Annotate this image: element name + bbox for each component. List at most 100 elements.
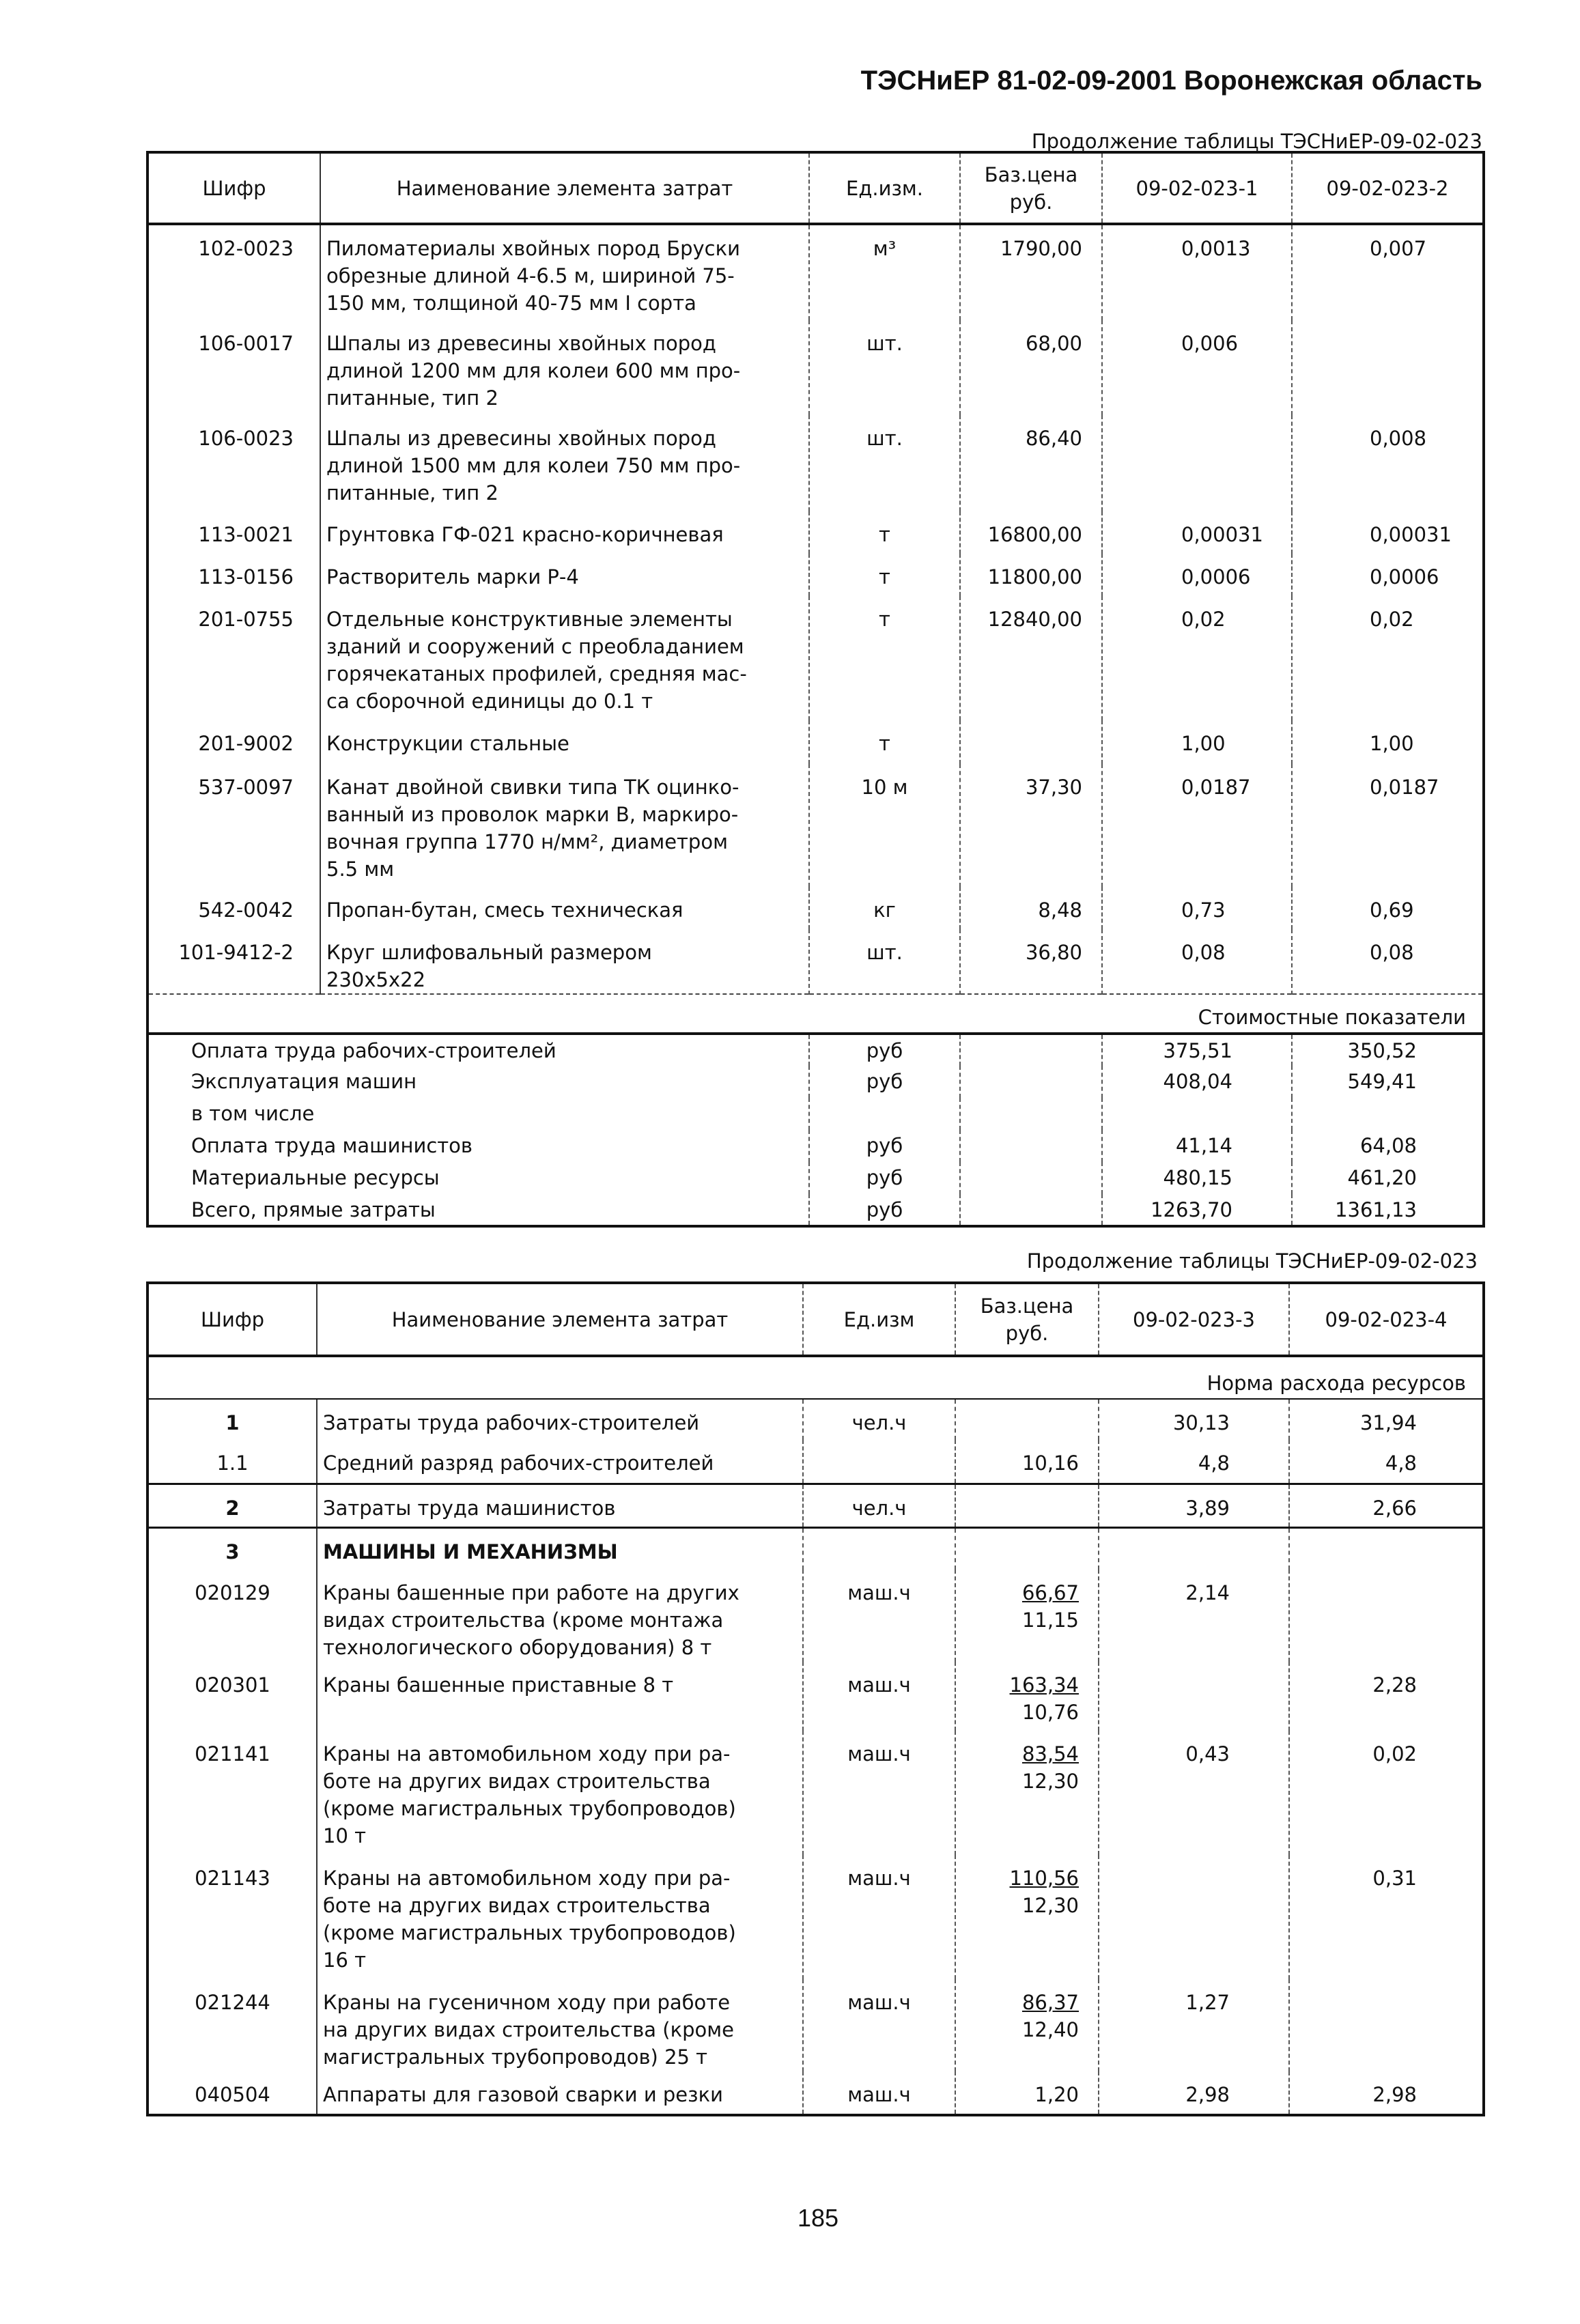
resource-name: Затраты труда машинистов [316,1482,803,1527]
table-row: 040504 Аппараты для газовой сварки и резк… [147,2071,1484,2115]
resource-name: Грунтовка ГФ-021 красно-коричневая [320,511,809,554]
machine-price: 83,54 [1021,1742,1079,1766]
unit: чел.ч [802,1482,955,1527]
section-label: Стоимостные показатели [147,993,1484,1035]
norm-value-2 [1291,320,1484,415]
summary-value-2 [1291,1098,1484,1130]
table-row: 537-0097 Канат двойной свивки типа ТК оци… [147,764,1484,887]
operator-wage: 11,15 [1021,1609,1079,1632]
norm-value-2: 0,02 [1291,596,1484,720]
machine-price: 110,56 [1009,1867,1079,1890]
unit [802,1440,955,1484]
resource-name: Растворитель марки Р-4 [320,554,809,596]
resource-code: 537-0097 [198,776,294,799]
summary-row: Оплата труда рабочих-строителей руб 375,51… [147,1034,1484,1066]
resource-code: 020301 [195,1673,270,1697]
table-row: 021143 Краны на автомобильном ходу при ра… [147,1855,1484,1979]
unit: кг [808,887,960,929]
base-price: 37,30 [959,764,1102,887]
resource-name: Конструкции стальные [320,720,809,764]
resource-code: 542-0042 [198,898,294,922]
unit: чел.ч [802,1399,955,1440]
base-price: 11800,00 [959,554,1102,596]
norm-value-2: 0,008 [1291,415,1484,511]
name-header: Наименование элемента затрат [320,152,809,225]
norm-value-2: 1,00 [1291,720,1484,764]
table-row: 101-9412-2 Круг шлифовальный размером 230… [147,929,1484,994]
resource-code: 113-0156 [198,565,294,589]
unit: маш.ч [802,1855,955,1979]
summary-label: в том числе [191,1102,315,1125]
unit: т [808,554,960,596]
resource-name: Краны на автомобильном ходу при ра- боте… [316,1731,803,1855]
resource-name: Шпалы из древесины хвойных пород длиной … [320,415,809,511]
summary-label: Материальные ресурсы [191,1166,440,1189]
base-price: 83,54 12,30 [955,1731,1099,1855]
unit: м³ [808,224,960,320]
resource-code: 106-0023 [198,427,294,450]
norm-value-1: 1,00 [1101,720,1292,764]
table-row: 020301 Краны башенные приставные 8 т маш.ч… [147,1662,1484,1731]
resource-code: 021143 [195,1867,270,1890]
norm-value-3: 4,8 [1098,1440,1289,1484]
code-header: Шифр [147,152,320,225]
norm-value-3: 1,27 [1098,1979,1289,2071]
summary-value-1: 408,04 [1101,1066,1292,1098]
table-row: 106-0017 Шпалы из древесины хвойных пород… [147,320,1484,415]
resource-code: 113-0021 [198,523,294,546]
operator-wage: 12,30 [1021,1894,1079,1917]
base-price [959,720,1102,764]
base-price: 16800,00 [959,511,1102,554]
norm-value-1: 0,0187 [1101,764,1292,887]
resource-code: 021244 [195,1991,270,2014]
summary-value-1: 1263,70 [1101,1194,1292,1226]
base-price: 1790,00 [959,224,1102,320]
summary-row: Эксплуатация машин руб 408,04 549,41 [147,1066,1484,1098]
machine-price: 86,37 [1021,1991,1079,2014]
norm-value-3: 3,89 [1098,1482,1289,1527]
base-price: 1,20 [955,2071,1099,2115]
unit: маш.ч [802,2071,955,2115]
norm1-header: 09-02-023-1 [1101,152,1292,225]
resource-code: 021141 [195,1742,270,1766]
unit: т [808,596,960,720]
norm2-header: 09-02-023-2 [1291,152,1484,225]
resource-name: Аппараты для газовой сварки и резки [316,2071,803,2115]
table-row: 021244 Краны на гусеничном ходу при работ… [147,1979,1484,2071]
summary-unit: руб [808,1066,960,1098]
page-number: 185 [798,2204,839,2232]
norm-value-1: 0,006 [1101,320,1292,415]
unit: маш.ч [802,1979,955,2071]
unit: шт. [808,415,960,511]
table-row: 2 Затраты труда машинистов чел.ч 3,89 2,66 [147,1482,1484,1527]
table-header-row: Шифр Наименование элемента затрат Ед.изм. Б… [147,152,1484,225]
resource-code: 2 [147,1482,317,1527]
section-row: Норма расхода ресурсов [147,1355,1484,1400]
norm-value-3 [1098,1855,1289,1979]
resource-name: Отдельные конструктивные элементы зданий… [320,596,809,720]
resource-code: 3 [147,1526,317,1570]
unit: маш.ч [802,1570,955,1662]
norm-value-3: 2,14 [1098,1570,1289,1662]
base-price: 110,56 12,30 [955,1855,1099,1979]
base-price: 12840,00 [959,596,1102,720]
norm-value-4: 4,8 [1288,1440,1484,1484]
norm-value-4: 2,28 [1288,1662,1484,1731]
table-row: 106-0023 Шпалы из древесины хвойных пород… [147,415,1484,511]
resource-name: Пиломатериалы хвойных пород Бруски обрез… [320,224,809,320]
norm-value-1: 0,0006 [1101,554,1292,596]
norm-value-1 [1101,415,1292,511]
price-header: Баз.цена руб. [959,152,1102,225]
code-header: Шифр [147,1283,317,1357]
unit: т [808,511,960,554]
table-row: 020129 Краны башенные при работе на други… [147,1570,1484,1662]
unit [802,1526,955,1570]
base-price [955,1526,1099,1570]
resource-code: 101-9412-2 [178,941,294,964]
table-row: 542-0042 Пропан-бутан, смесь техническая к… [147,887,1484,929]
norm-value-4: 2,98 [1288,2071,1484,2115]
norm-value-3: 2,98 [1098,2071,1289,2115]
summary-value-1 [1101,1098,1292,1130]
summary-unit [808,1098,960,1130]
norm-value-4: 2,66 [1288,1482,1484,1527]
